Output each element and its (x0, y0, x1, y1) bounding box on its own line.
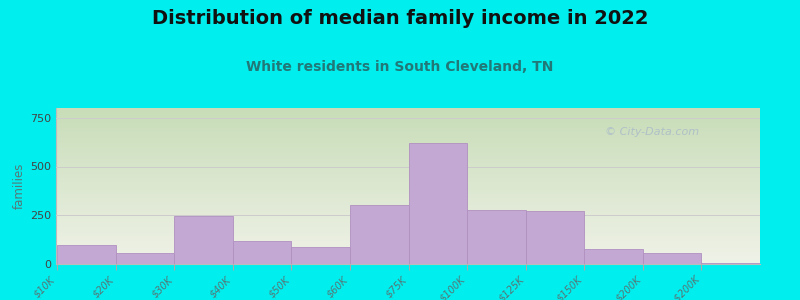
Bar (467, 210, 526, 264)
Text: White residents in South Cleveland, TN: White residents in South Cleveland, TN (246, 60, 554, 74)
Text: Distribution of median family income in 2022: Distribution of median family income in … (152, 9, 648, 28)
Bar (584, 249, 643, 264)
Bar (350, 205, 409, 264)
Bar (526, 211, 584, 264)
Bar (233, 241, 291, 264)
Bar (702, 263, 760, 264)
Y-axis label: families: families (13, 163, 26, 209)
Bar (409, 143, 467, 264)
Bar (174, 216, 233, 264)
Bar (291, 248, 350, 264)
Bar (57, 244, 116, 264)
Bar (116, 253, 174, 264)
Bar (643, 253, 702, 264)
Text: © City-Data.com: © City-Data.com (605, 127, 699, 137)
